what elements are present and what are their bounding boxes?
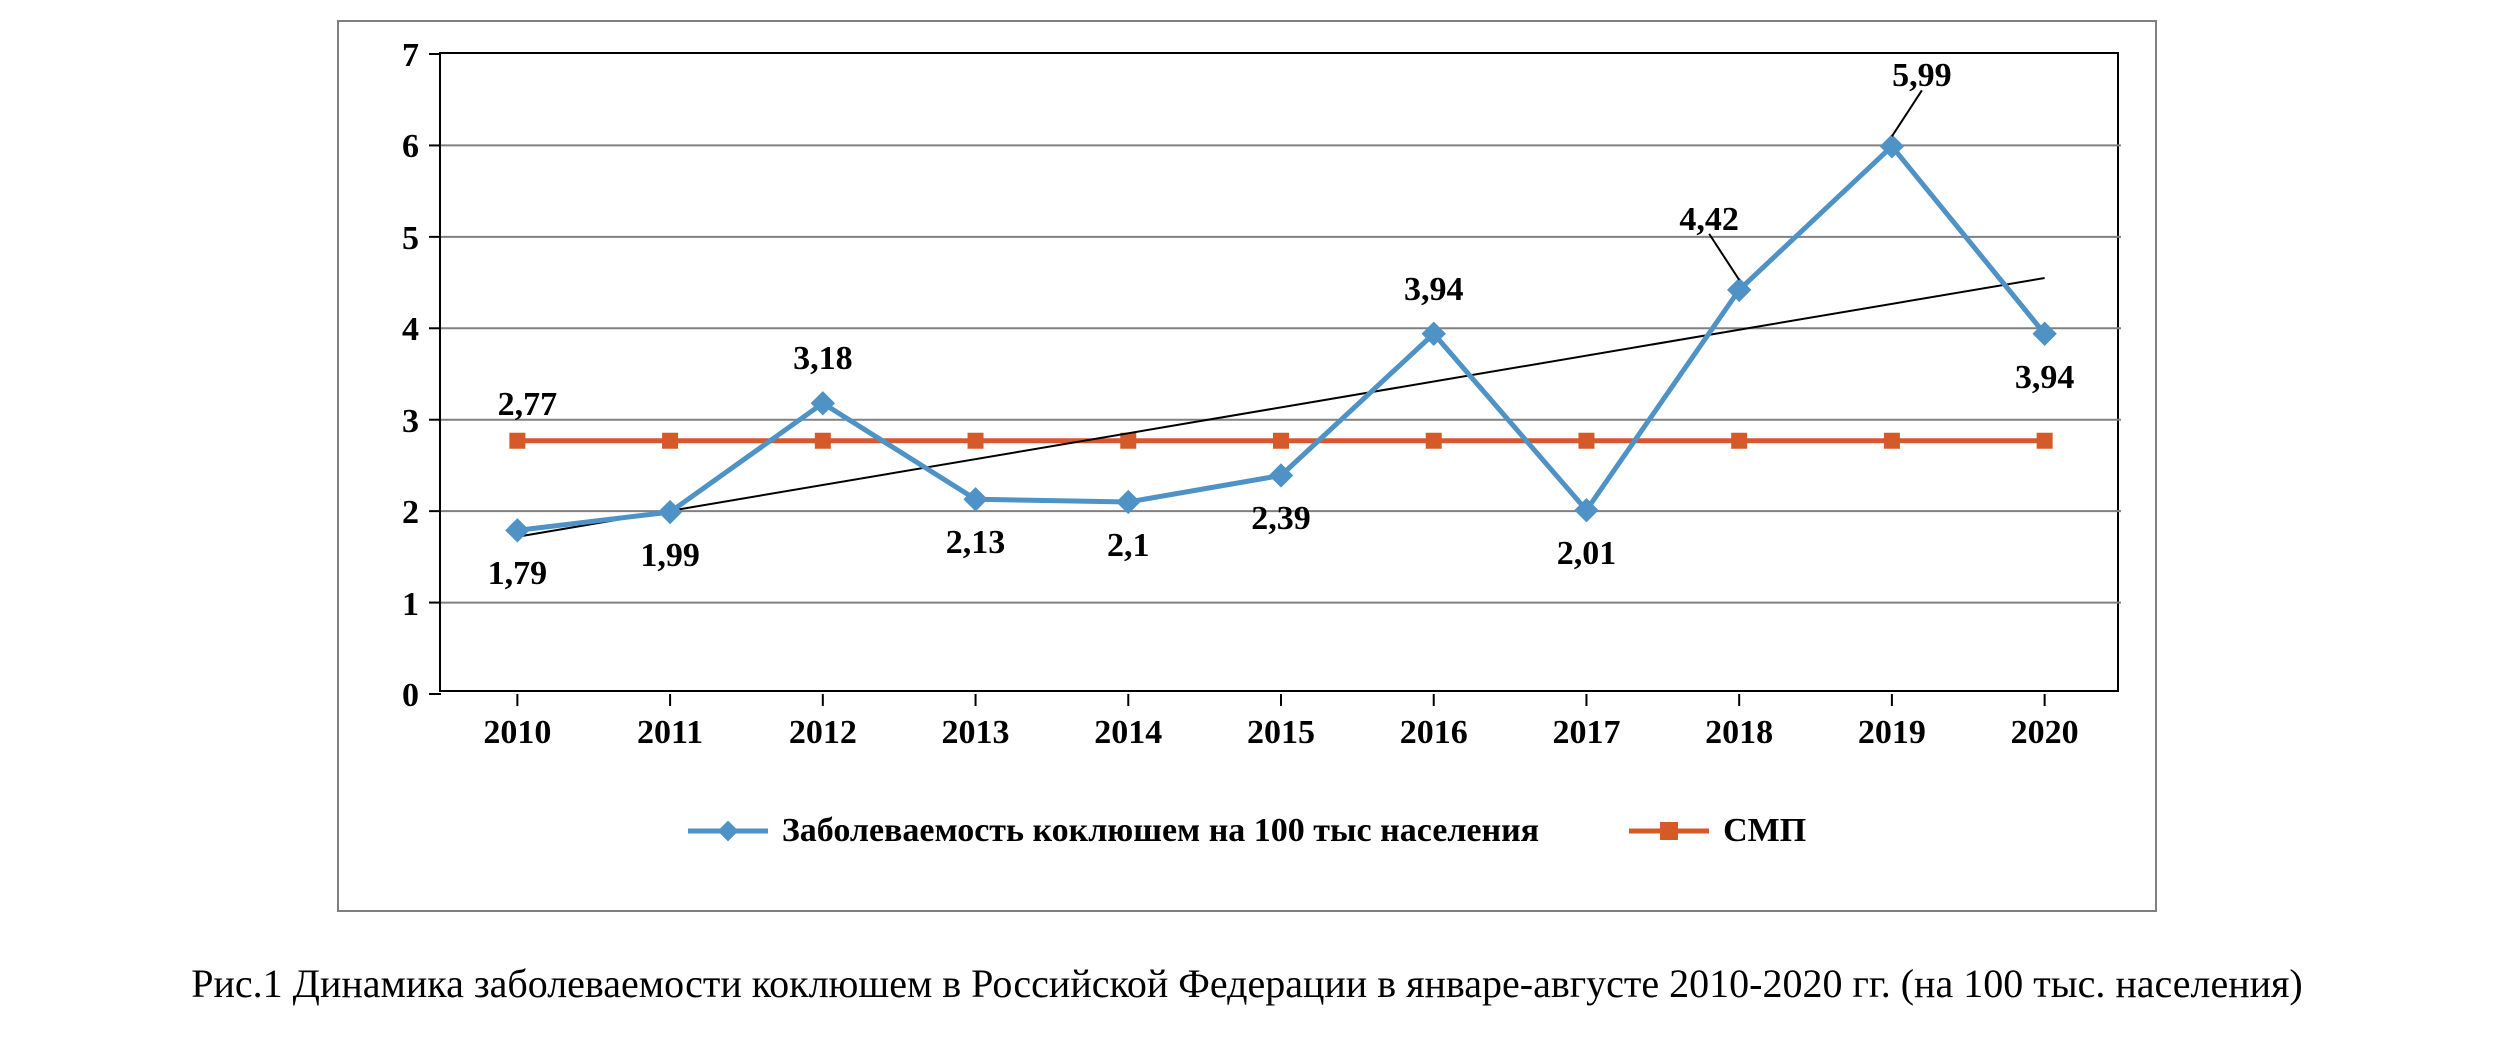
legend-label: Заболеваемость коклюшем на 100 тыс насел…	[782, 812, 1539, 850]
y-tick-label: 5	[359, 220, 419, 258]
legend-item: Заболеваемость коклюшем на 100 тыс насел…	[688, 812, 1539, 850]
x-tick-label: 2012	[789, 714, 857, 752]
caption: Рис.1 Динамика заболеваемости коклюшем в…	[191, 960, 2302, 1007]
x-tick-label: 2020	[2011, 714, 2079, 752]
y-tick-label: 4	[359, 311, 419, 349]
x-tick-label: 2011	[637, 714, 703, 752]
plot-area: 0123456720102011201220132014201520162017…	[439, 52, 2119, 692]
x-tick-label: 2016	[1400, 714, 1468, 752]
incidence-label: 4,42	[1679, 201, 1739, 239]
y-tick-label: 0	[359, 677, 419, 715]
x-tick-label: 2014	[1094, 714, 1162, 752]
legend-item: СМП	[1629, 812, 1806, 850]
incidence-label: 5,99	[1892, 57, 1952, 95]
plot-svg	[441, 54, 2121, 694]
y-tick-label: 7	[359, 37, 419, 75]
legend-label: СМП	[1723, 812, 1806, 850]
x-tick-label: 2010	[483, 714, 551, 752]
incidence-label: 3,94	[1404, 271, 1464, 309]
incidence-label: 2,13	[946, 524, 1006, 562]
incidence-label: 1,79	[488, 555, 548, 593]
legend-swatch	[688, 817, 768, 845]
incidence-label: 1,99	[640, 537, 700, 575]
x-tick-label: 2019	[1858, 714, 1926, 752]
incidence-label: 2,01	[1557, 535, 1617, 573]
x-tick-label: 2018	[1705, 714, 1773, 752]
legend-swatch	[1629, 817, 1709, 845]
incidence-label: 2,1	[1107, 527, 1150, 565]
canvas: 0 1 2 3 4 5 6 7 2010 2011 2012 2013 2014 2015 2016 2017…	[0, 0, 2494, 1053]
x-tick-label: 2013	[942, 714, 1010, 752]
incidence-label: 3,18	[793, 340, 853, 378]
chart-frame: 0 1 2 3 4 5 6 7 2010 2011 2012 2013 2014 2015 2016 2017…	[337, 20, 2157, 912]
x-tick-label: 2015	[1247, 714, 1315, 752]
smp-label: 2,77	[498, 386, 558, 424]
incidence-label: 2,39	[1251, 500, 1311, 538]
x-tick-label: 2017	[1552, 714, 1620, 752]
y-tick-label: 2	[359, 494, 419, 532]
y-tick-label: 3	[359, 403, 419, 441]
incidence-label: 3,94	[2015, 359, 2075, 397]
y-tick-label: 6	[359, 128, 419, 166]
y-tick-label: 1	[359, 586, 419, 624]
legend: Заболеваемость коклюшем на 100 тыс насел…	[339, 812, 2155, 850]
